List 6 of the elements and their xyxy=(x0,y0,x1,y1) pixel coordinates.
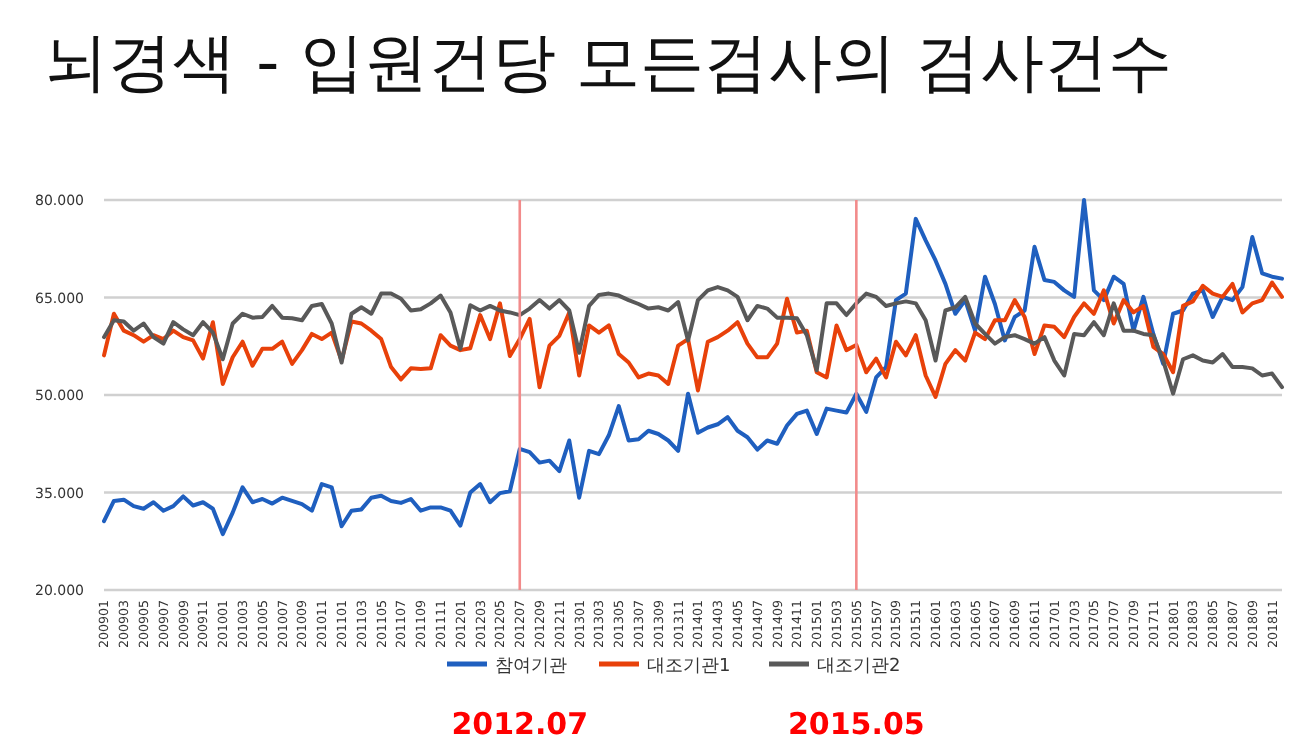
chart-title: 뇌경색 - 입원건당 모든검사의 검사건수 xyxy=(44,24,1173,100)
legend-label: 대조기관2 xyxy=(817,657,901,677)
legend-label: 참여기관 xyxy=(495,657,567,677)
text: 2012.07 xyxy=(451,706,589,742)
legend-label: 대조기관1 xyxy=(647,657,731,677)
text: 2015.05 xyxy=(788,706,925,742)
